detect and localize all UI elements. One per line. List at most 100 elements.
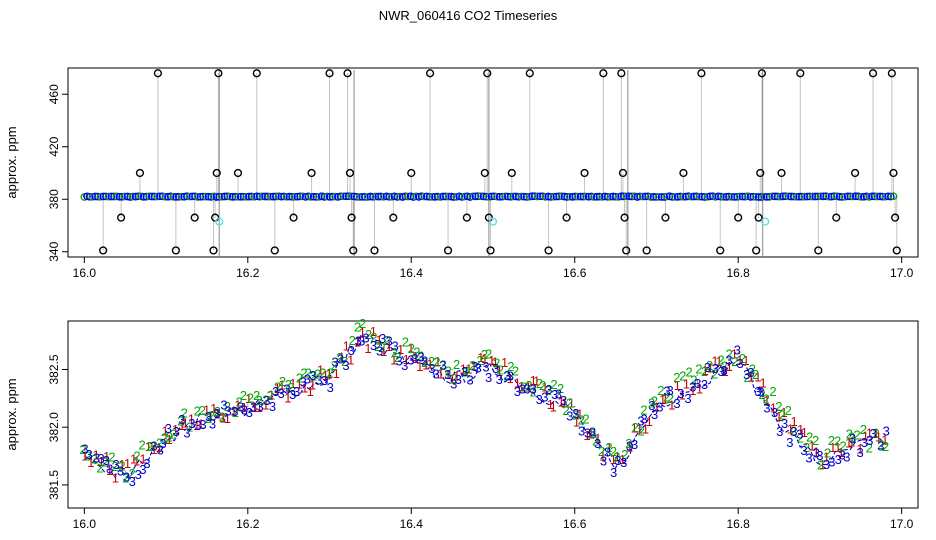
series-2-label: 2 xyxy=(779,407,786,422)
spike-point xyxy=(462,213,471,222)
series-1-label: 1 xyxy=(241,400,248,415)
outlier-point xyxy=(761,217,770,226)
baseline-point xyxy=(234,192,242,201)
series-2-label: 2 xyxy=(667,391,674,406)
baseline-point xyxy=(174,192,183,201)
baseline-point xyxy=(458,193,466,201)
series-3-label: 3 xyxy=(555,386,562,401)
series-1-label: 1 xyxy=(155,440,162,455)
baseline-point xyxy=(803,192,812,201)
series-2-label: 2 xyxy=(721,359,728,374)
series-1-label: 1 xyxy=(284,390,291,405)
baseline-point xyxy=(342,192,350,201)
baseline-point xyxy=(552,192,561,201)
spike-point xyxy=(99,246,108,255)
series-1-label: 1 xyxy=(812,444,819,459)
baseline-point xyxy=(741,192,749,201)
baseline-point xyxy=(889,192,898,201)
series-1-label: 1 xyxy=(437,366,444,381)
series-3-label: 3 xyxy=(551,387,558,402)
series-1-label: 1 xyxy=(422,358,429,373)
baseline-point xyxy=(528,192,536,201)
series-2-label: 2 xyxy=(824,445,831,460)
series-1-label: 1 xyxy=(390,352,397,367)
baseline-point xyxy=(760,192,768,201)
baseline-point xyxy=(396,192,404,201)
series-1-label: 1 xyxy=(234,397,241,412)
series-3-label: 3 xyxy=(631,437,638,452)
baseline-point xyxy=(134,192,143,201)
series-1-label: 1 xyxy=(139,452,146,467)
baseline-point xyxy=(245,192,253,201)
baseline-point xyxy=(700,193,709,201)
baseline-point xyxy=(199,192,207,201)
baseline-point xyxy=(808,192,817,201)
series-2-label: 2 xyxy=(592,434,599,449)
series-1-label: 1 xyxy=(224,411,231,426)
series-3-label: 3 xyxy=(98,451,105,466)
series-2-label: 2 xyxy=(108,450,115,465)
series-2-label: 2 xyxy=(566,395,573,410)
baseline-point xyxy=(868,192,876,201)
series-1-label: 1 xyxy=(848,434,855,449)
series-2-label: 2 xyxy=(365,327,372,342)
series-3-label: 3 xyxy=(541,389,548,404)
baseline-point xyxy=(706,192,714,201)
baseline-point xyxy=(153,192,162,201)
series-3-point xyxy=(247,409,249,411)
series-3-label: 3 xyxy=(790,424,797,439)
series-2-label: 2 xyxy=(726,346,733,361)
series-2-label: 2 xyxy=(146,439,153,454)
series-1-label: 1 xyxy=(343,338,350,353)
baseline-point xyxy=(717,192,725,201)
baseline-point xyxy=(590,193,598,201)
series-2-label: 2 xyxy=(563,403,570,418)
series-3-label: 3 xyxy=(250,400,257,415)
baseline-point xyxy=(110,192,118,201)
series-2-label: 2 xyxy=(279,374,286,389)
series-3-point xyxy=(165,438,167,440)
series-1-label: 1 xyxy=(668,398,675,413)
series-2-label: 2 xyxy=(181,406,188,421)
baseline-point xyxy=(592,192,601,201)
baseline-point xyxy=(328,192,337,201)
baseline-point xyxy=(746,193,755,201)
series-3-label: 3 xyxy=(883,424,890,439)
spike-point xyxy=(135,168,145,178)
series-3-line xyxy=(84,334,886,478)
series-3-label: 3 xyxy=(309,368,316,383)
baseline-point xyxy=(201,192,210,201)
series-2-label: 2 xyxy=(85,448,92,463)
series-1-point xyxy=(328,374,331,376)
series-1-label: 1 xyxy=(525,380,532,395)
series-1-label: 1 xyxy=(268,387,275,402)
series-2-label: 2 xyxy=(161,431,168,446)
series-2-point xyxy=(165,432,167,434)
series-3-label: 3 xyxy=(640,411,647,426)
series-3-point xyxy=(778,420,780,423)
series-3-label: 3 xyxy=(376,343,383,358)
series-1-label: 1 xyxy=(434,354,441,369)
series-3-label: 3 xyxy=(514,384,521,399)
series-1-label: 1 xyxy=(262,398,269,413)
baseline-point xyxy=(547,193,555,201)
series-3-point xyxy=(451,378,453,380)
baseline-point xyxy=(792,192,801,201)
baseline-point xyxy=(733,192,741,201)
baseline-point xyxy=(487,192,496,201)
baseline-point xyxy=(625,192,634,201)
series-1-point xyxy=(206,412,208,414)
spike-point xyxy=(289,213,298,222)
baseline-point xyxy=(309,192,318,201)
series-1-label: 1 xyxy=(444,367,451,382)
series-1-label: 1 xyxy=(230,403,237,418)
spike-point xyxy=(777,168,786,178)
baseline-point xyxy=(838,193,847,201)
series-2-label: 2 xyxy=(744,370,751,385)
series-2-label: 2 xyxy=(331,358,338,373)
baseline-point xyxy=(787,192,795,201)
series-2-label: 2 xyxy=(640,403,647,418)
series-1-label: 1 xyxy=(124,456,131,471)
series-2-label: 2 xyxy=(300,366,307,381)
